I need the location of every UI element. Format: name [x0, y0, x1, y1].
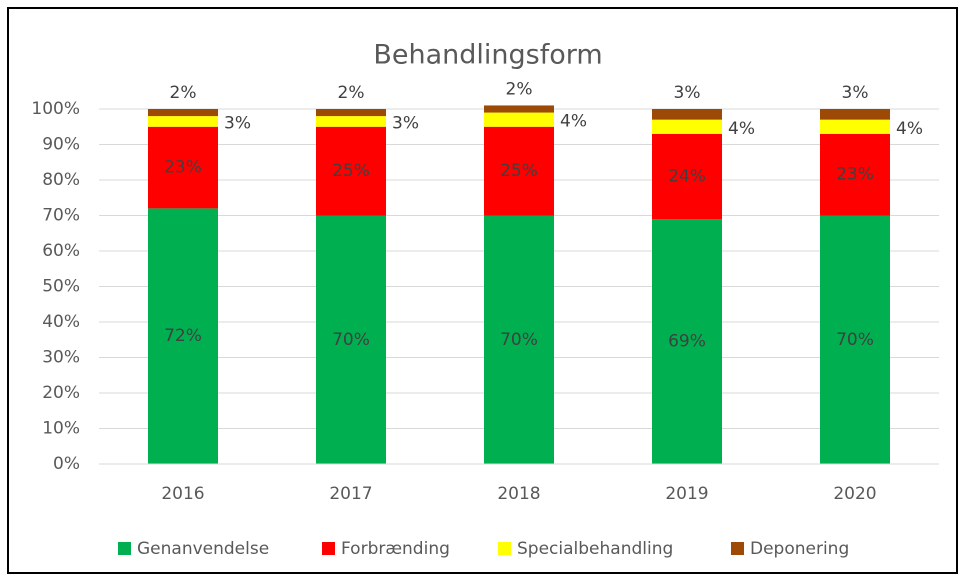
legend-swatch	[322, 542, 335, 555]
bar-segment	[820, 109, 890, 120]
x-tick-label: 2019	[665, 484, 708, 504]
x-tick-label: 2017	[329, 484, 372, 504]
data-label: 70%	[500, 330, 538, 350]
bar-segment	[148, 109, 218, 117]
bar-segment	[820, 133, 890, 216]
bar-segment	[652, 109, 722, 120]
data-label: 25%	[500, 161, 538, 181]
legend-swatch	[731, 542, 744, 555]
x-tick-label: 2020	[833, 484, 876, 504]
bar-segment	[316, 126, 386, 216]
y-tick-label: 50%	[42, 277, 80, 297]
bar-segment	[316, 116, 386, 127]
y-tick-label: 70%	[42, 206, 80, 226]
data-label: 3%	[392, 113, 419, 133]
data-label: 3%	[842, 83, 869, 103]
bar-segment	[148, 116, 218, 127]
x-tick-label: 2016	[161, 484, 204, 504]
legend-swatch	[498, 542, 511, 555]
x-tick-label: 2018	[497, 484, 540, 504]
legend-swatch	[118, 542, 131, 555]
data-label: 2%	[338, 83, 365, 103]
bar-segment	[820, 119, 890, 134]
bar-segment	[484, 126, 554, 216]
data-label: 4%	[728, 119, 755, 139]
legend-label: Deponering	[750, 539, 849, 559]
y-tick-label: 0%	[53, 454, 80, 474]
y-tick-label: 10%	[42, 419, 80, 439]
bar-segment	[820, 215, 890, 464]
bar-segment	[148, 208, 218, 464]
y-tick-label: 20%	[42, 383, 80, 403]
bar-segment	[316, 215, 386, 464]
data-label: 69%	[668, 332, 706, 352]
data-label: 72%	[164, 326, 202, 346]
data-label: 2%	[170, 83, 197, 103]
y-tick-label: 80%	[42, 170, 80, 190]
y-tick-label: 60%	[42, 241, 80, 261]
data-label: 3%	[674, 83, 701, 103]
data-label: 3%	[224, 113, 251, 133]
bar-segment	[652, 133, 722, 220]
y-tick-label: 40%	[42, 312, 80, 332]
data-label: 2%	[506, 79, 533, 99]
data-label: 23%	[836, 165, 874, 185]
bar-segment	[484, 112, 554, 127]
legend-label: Genanvendelse	[137, 539, 269, 559]
bar-segment	[316, 109, 386, 117]
bar-segment	[652, 119, 722, 134]
bar-segment	[484, 215, 554, 464]
bar-segment	[484, 105, 554, 113]
legend-label: Forbrænding	[341, 539, 450, 559]
legend-label: Specialbehandling	[517, 539, 673, 559]
y-tick-label: 30%	[42, 348, 80, 368]
y-tick-label: 100%	[31, 99, 80, 119]
y-tick-label: 90%	[42, 135, 80, 155]
data-label: 4%	[560, 112, 587, 132]
data-label: 4%	[896, 119, 923, 139]
bar-segment	[652, 219, 722, 464]
data-label: 23%	[164, 158, 202, 178]
bar-segment	[148, 126, 218, 209]
data-label: 24%	[668, 166, 706, 186]
data-label: 70%	[836, 330, 874, 350]
data-label: 25%	[332, 161, 370, 181]
chart-title: Behandlingsform	[373, 40, 602, 71]
data-label: 70%	[332, 330, 370, 350]
